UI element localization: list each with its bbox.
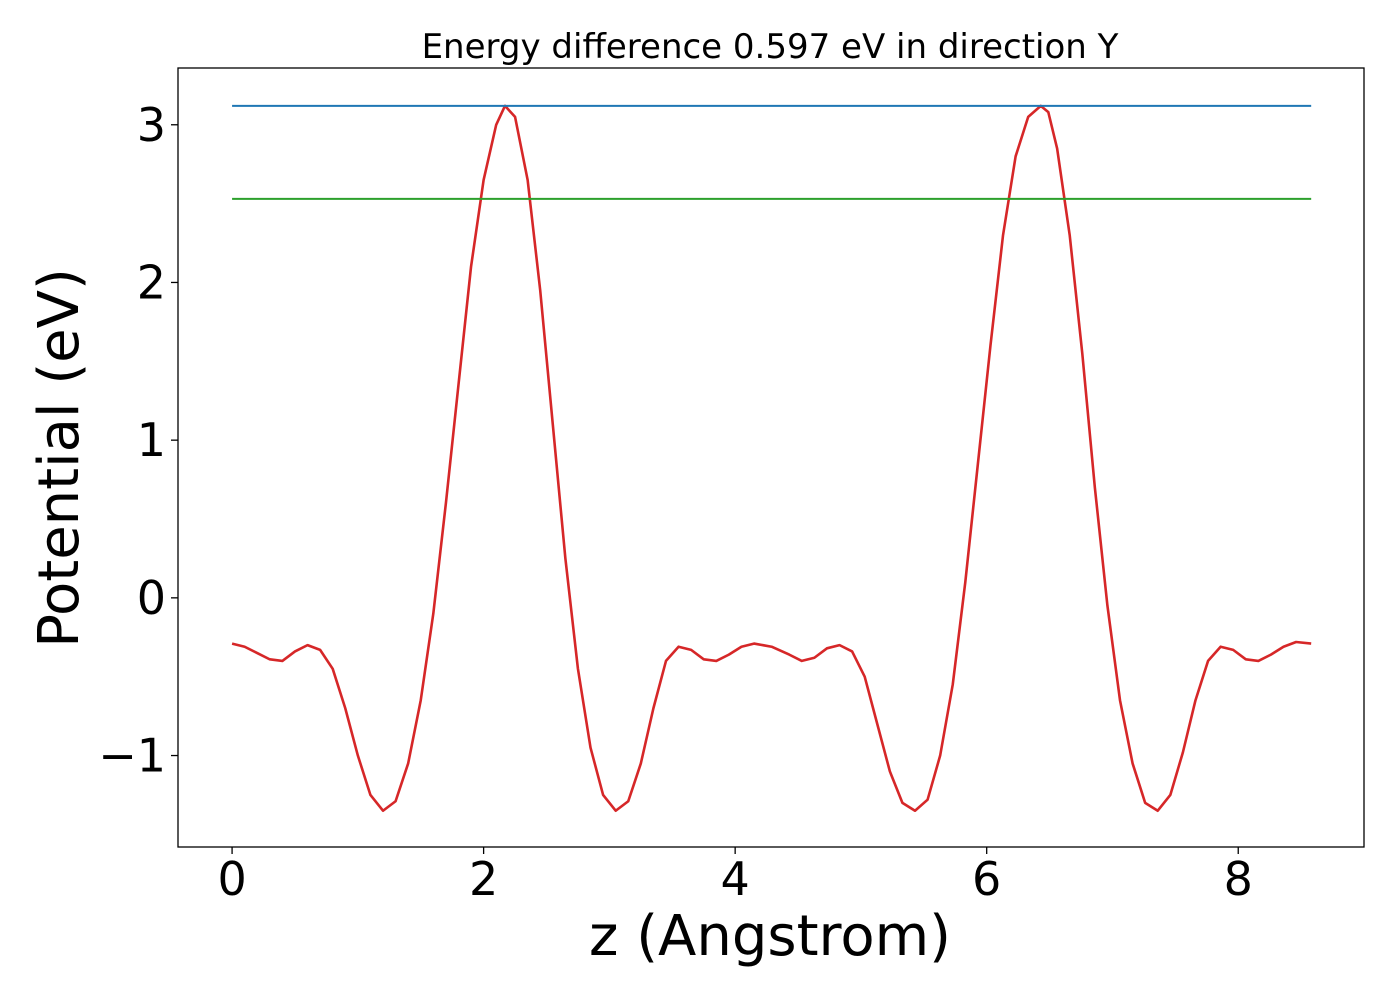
x-tick-label: 0 (217, 852, 246, 906)
y-tick-label: 2 (137, 255, 166, 309)
y-tick-label: −1 (98, 729, 166, 783)
x-axis-label: z (Angstrom) (589, 904, 951, 969)
potential-line (231, 104, 1312, 813)
plot-frame (177, 67, 1365, 848)
chart-title: Energy difference 0.597 eV in direction … (422, 27, 1119, 67)
x-tick-label: 6 (972, 852, 1001, 906)
y-axis: −1 0 1 2 3 (98, 98, 178, 783)
y-tick-label: 1 (137, 413, 166, 467)
series-layer (231, 104, 1312, 813)
x-tick-label: 4 (721, 852, 750, 906)
y-tick-label: 3 (137, 98, 166, 152)
y-axis-label: Potential (eV) (27, 268, 92, 648)
x-tick-label: 2 (469, 852, 498, 906)
x-tick-label: 8 (1224, 852, 1253, 906)
x-axis: 0 2 4 6 8 (217, 847, 1253, 906)
y-tick-label: 0 (137, 571, 166, 625)
